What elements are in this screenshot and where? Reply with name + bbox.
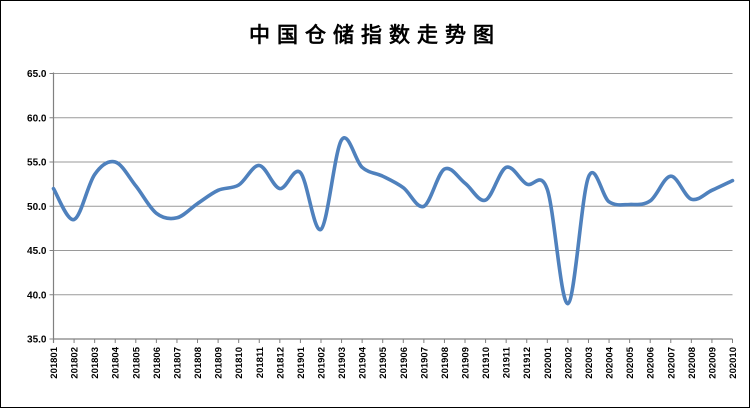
x-tick-label: 202008 — [687, 347, 698, 379]
x-tick-label: 201802 — [70, 347, 81, 379]
y-tick-label: 60.0 — [27, 113, 47, 124]
x-tick-label: 201908 — [440, 347, 451, 379]
chart-title: 中国仓储指数走势图 — [249, 23, 501, 47]
y-tick-label: 50.0 — [27, 202, 47, 213]
x-tick-label: 201912 — [522, 347, 533, 379]
x-tick-label: 202007 — [666, 347, 677, 379]
x-tick-label: 202006 — [646, 347, 657, 379]
y-tick-label: 65.0 — [27, 69, 47, 80]
y-tick-label: 55.0 — [27, 158, 47, 169]
x-tick-label: 202010 — [728, 347, 739, 379]
x-tick-label: 201902 — [316, 347, 327, 379]
x-tick-label: 201811 — [255, 346, 266, 378]
x-tick-label: 201907 — [419, 347, 430, 379]
x-tick-label: 201804 — [111, 346, 122, 378]
x-tick-label: 202002 — [563, 347, 574, 379]
x-tick-label: 201909 — [461, 347, 472, 379]
y-tick-label: 40.0 — [27, 290, 47, 301]
x-tick-label: 201904 — [358, 346, 369, 378]
x-tick-label: 202004 — [605, 346, 616, 378]
x-tick-label: 201810 — [234, 347, 245, 379]
series-line — [51, 136, 735, 306]
x-tick-label: 201803 — [90, 347, 101, 379]
x-tick-label: 201807 — [172, 347, 183, 379]
y-tick-label: 45.0 — [27, 246, 47, 257]
x-tick-label: 202003 — [584, 347, 595, 379]
x-tick-label: 201903 — [337, 347, 348, 379]
x-tick-label: 202005 — [625, 346, 636, 378]
x-tick-label: 201808 — [193, 347, 204, 379]
x-tick-label: 201910 — [481, 347, 492, 379]
y-tick-label: 35.0 — [27, 335, 47, 346]
x-tick-label: 201905 — [378, 346, 389, 378]
x-tick-label: 202001 — [543, 346, 554, 378]
x-tick-label: 201901 — [296, 346, 307, 378]
x-tick-label: 201906 — [399, 347, 410, 379]
x-tick-label: 201911 — [502, 346, 513, 378]
x-tick-label: 201805 — [131, 346, 142, 378]
x-tick-label: 202009 — [707, 347, 718, 379]
x-tick-label: 201801 — [49, 346, 60, 378]
x-tick-label: 201812 — [275, 347, 286, 379]
x-tick-label: 201809 — [214, 347, 225, 379]
x-tick-label: 201806 — [152, 347, 163, 379]
